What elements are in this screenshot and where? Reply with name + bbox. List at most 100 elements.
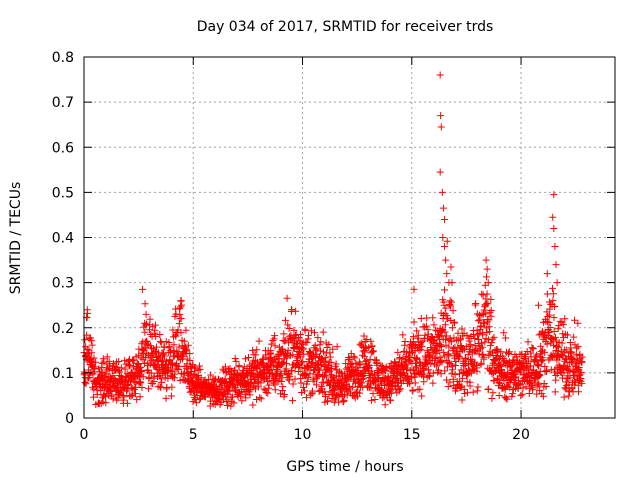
data-point	[88, 349, 96, 357]
data-point	[566, 374, 574, 382]
data-point	[551, 303, 559, 311]
data-point	[338, 369, 346, 377]
data-point	[97, 387, 105, 395]
data-point	[143, 320, 151, 328]
data-point	[574, 381, 582, 389]
data-point	[545, 311, 553, 319]
data-point	[430, 321, 438, 329]
data-point	[264, 377, 272, 385]
data-point	[273, 377, 281, 385]
data-point	[159, 356, 167, 364]
data-point	[132, 390, 140, 398]
data-point	[349, 383, 357, 391]
data-point	[125, 355, 133, 363]
data-point	[512, 353, 520, 361]
data-point	[224, 401, 232, 409]
data-point	[366, 355, 374, 363]
data-point	[129, 363, 137, 371]
data-point	[427, 359, 435, 367]
data-point	[81, 369, 89, 377]
data-point	[451, 370, 459, 378]
data-point	[577, 368, 585, 376]
data-point	[285, 325, 293, 333]
data-point	[186, 356, 194, 364]
data-point	[399, 331, 407, 339]
data-point	[489, 389, 497, 397]
data-point	[446, 378, 454, 386]
data-point	[180, 337, 188, 345]
data-point	[413, 327, 421, 335]
data-point	[410, 318, 418, 326]
data-point	[509, 390, 517, 398]
data-point	[573, 344, 581, 352]
data-point	[455, 370, 463, 378]
data-point	[386, 388, 394, 396]
data-point	[303, 377, 311, 385]
data-point	[444, 351, 452, 359]
data-point	[432, 326, 440, 334]
data-point	[137, 363, 145, 371]
data-point	[423, 314, 431, 322]
data-point	[527, 362, 535, 370]
data-point	[174, 365, 182, 373]
data-point	[441, 243, 449, 251]
data-point	[296, 331, 304, 339]
x-tick-label: 0	[80, 427, 89, 443]
data-point	[304, 365, 312, 373]
data-point	[327, 358, 335, 366]
data-point	[331, 396, 339, 404]
data-point	[431, 348, 439, 356]
data-point	[573, 365, 581, 373]
data-point	[361, 343, 369, 351]
data-point	[133, 359, 141, 367]
data-point	[466, 382, 474, 390]
data-point	[550, 191, 558, 199]
data-point	[196, 395, 204, 403]
data-point	[136, 379, 144, 387]
data-point	[411, 379, 419, 387]
data-point	[128, 392, 136, 400]
data-point	[231, 354, 239, 362]
data-point	[182, 346, 190, 354]
data-point	[121, 356, 129, 364]
data-point	[485, 351, 493, 359]
data-point	[167, 348, 175, 356]
data-point	[284, 346, 292, 354]
data-point	[429, 379, 437, 387]
data-point	[503, 395, 511, 403]
data-point	[271, 332, 279, 340]
data-point	[139, 346, 147, 354]
data-point	[578, 353, 586, 361]
data-point	[369, 390, 377, 398]
data-point	[535, 381, 543, 389]
data-point	[164, 374, 172, 382]
data-point	[288, 367, 296, 375]
data-point	[561, 315, 569, 323]
data-point	[549, 290, 557, 298]
data-point	[562, 346, 570, 354]
data-point	[481, 338, 489, 346]
data-point	[90, 393, 98, 401]
data-point	[410, 285, 418, 293]
data-point	[557, 347, 565, 355]
data-point	[382, 364, 390, 372]
data-point	[345, 354, 353, 362]
data-point	[184, 341, 192, 349]
data-point	[518, 390, 526, 398]
data-point	[486, 328, 494, 336]
data-point	[146, 315, 154, 323]
data-point	[279, 345, 287, 353]
data-point	[152, 343, 160, 351]
data-point	[95, 379, 103, 387]
data-point	[371, 395, 379, 403]
data-point	[367, 337, 375, 345]
data-point	[145, 373, 153, 381]
data-point	[160, 350, 168, 358]
data-point	[574, 388, 582, 396]
data-point	[406, 380, 414, 388]
data-point	[322, 357, 330, 365]
data-point	[299, 358, 307, 366]
data-point	[550, 328, 558, 335]
data-point	[566, 367, 574, 375]
data-point	[231, 366, 239, 374]
